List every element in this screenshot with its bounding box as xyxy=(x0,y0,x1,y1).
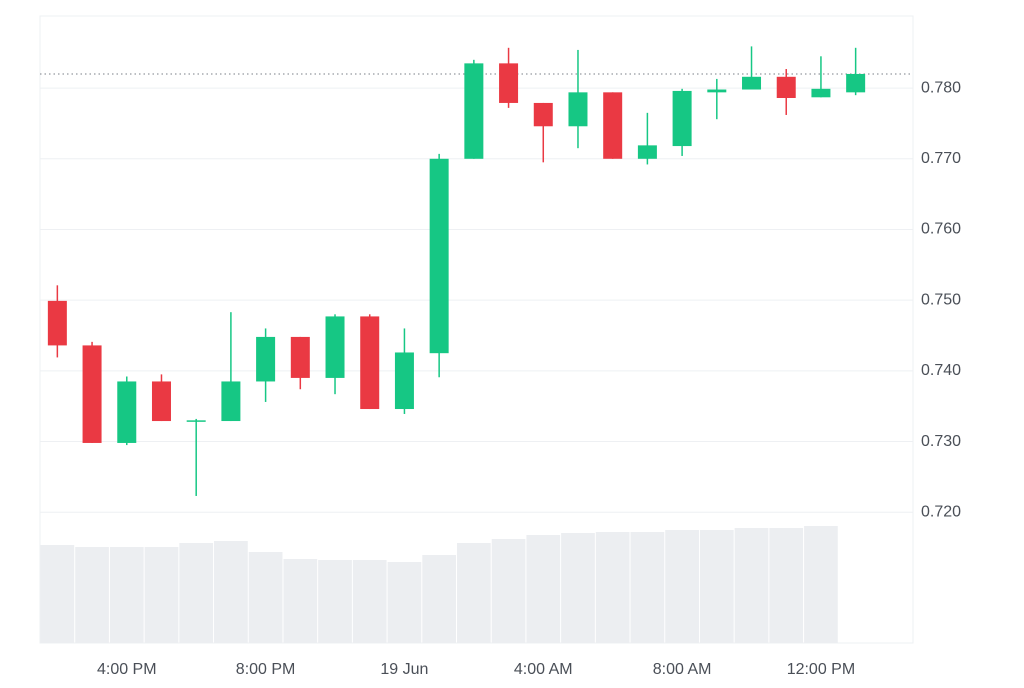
volume-bar xyxy=(283,559,318,643)
y-tick-label: 0.720 xyxy=(921,503,961,520)
y-tick-label: 0.760 xyxy=(921,221,961,238)
volume-bar xyxy=(109,547,144,643)
volume-bar xyxy=(422,555,456,643)
x-tick-label: 8:00 AM xyxy=(653,661,712,678)
candle-body xyxy=(394,352,414,410)
volume-bar xyxy=(179,543,214,643)
volume-bar xyxy=(804,526,838,643)
y-tick-label: 0.770 xyxy=(921,150,961,167)
volume-bar xyxy=(630,532,665,643)
candle-body xyxy=(221,381,241,422)
candle-body xyxy=(811,88,831,98)
x-tick-label: 4:00 AM xyxy=(514,661,573,678)
volume-bar xyxy=(491,539,526,643)
volume-bar xyxy=(699,530,734,643)
candle-body xyxy=(117,381,137,443)
candle-body xyxy=(82,345,102,443)
candle-body xyxy=(151,381,171,422)
y-tick-label: 0.730 xyxy=(921,433,961,450)
candle-body xyxy=(846,73,866,93)
candle-body xyxy=(464,63,484,159)
x-tick-label: 12:00 PM xyxy=(787,661,855,678)
candle-body xyxy=(568,92,588,127)
candle-body xyxy=(360,316,380,410)
candle-body xyxy=(325,316,345,378)
candle-body xyxy=(290,336,310,378)
y-tick-label: 0.780 xyxy=(921,79,961,96)
volume-bar xyxy=(144,547,179,643)
volume-bar xyxy=(75,547,109,643)
volume-bar xyxy=(387,562,422,643)
candle-body xyxy=(429,158,449,354)
x-tick-label: 8:00 PM xyxy=(236,661,296,678)
candle-body xyxy=(672,90,692,147)
volume-bar xyxy=(40,545,75,643)
volume-bar xyxy=(248,552,283,643)
y-tick-label: 0.750 xyxy=(921,291,961,308)
volume-bar xyxy=(352,560,387,643)
candle-body xyxy=(499,63,519,103)
volume-bar xyxy=(214,541,248,643)
candle-body xyxy=(603,92,623,159)
y-tick-label: 0.740 xyxy=(921,362,961,379)
volume-bar xyxy=(769,528,804,643)
volume-bar xyxy=(526,535,561,643)
candle-body xyxy=(707,89,727,93)
volume-bar xyxy=(457,543,491,643)
candle-body xyxy=(742,76,762,90)
volume-bar xyxy=(595,532,630,643)
x-tick-label: 4:00 PM xyxy=(97,661,157,678)
candle-body xyxy=(776,76,796,98)
volume-bar xyxy=(665,530,699,643)
volume-bar xyxy=(734,528,769,643)
volume-bar xyxy=(318,560,352,643)
x-tick-label: 19 Jun xyxy=(380,661,428,678)
candle-body xyxy=(47,300,67,346)
candle-body xyxy=(256,336,276,382)
candle-body xyxy=(186,420,206,422)
candle-body xyxy=(637,145,657,159)
candle-body xyxy=(533,102,553,127)
volume-bar xyxy=(561,533,595,643)
